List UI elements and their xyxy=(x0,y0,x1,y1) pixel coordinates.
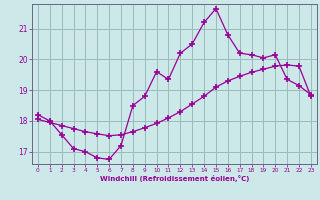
X-axis label: Windchill (Refroidissement éolien,°C): Windchill (Refroidissement éolien,°C) xyxy=(100,175,249,182)
